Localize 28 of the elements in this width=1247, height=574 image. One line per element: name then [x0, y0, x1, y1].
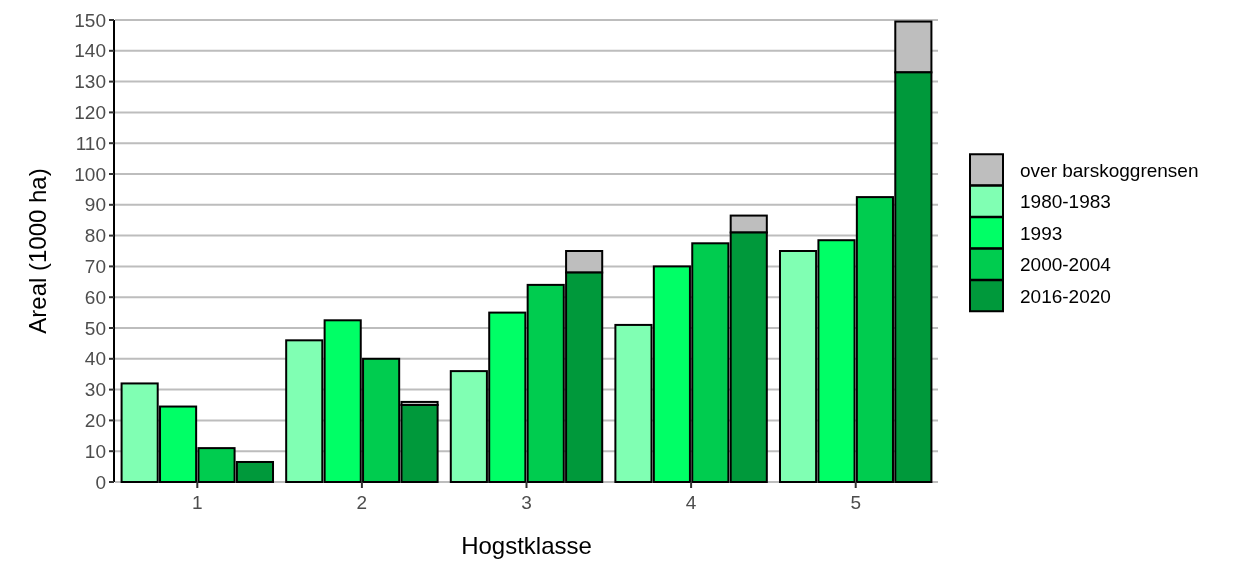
y-tick-label: 140: [74, 40, 106, 62]
y-tick-label: 150: [74, 9, 106, 31]
y-tick-label: 0: [95, 471, 106, 493]
y-axis-title: Areal (1000 ha): [24, 168, 51, 334]
y-tick-label: 40: [84, 348, 106, 370]
x-tick-label: 5: [850, 492, 861, 513]
y-tick-label: 60: [84, 286, 106, 308]
x-axis-title: Hogstklasse: [461, 532, 592, 559]
legend-label: 2016-2020: [1020, 285, 1111, 307]
legend-label: 1993: [1020, 222, 1063, 244]
y-tick-label: 80: [84, 225, 106, 247]
legend-label: 1980-1983: [1020, 191, 1111, 213]
y-tick-label: 20: [84, 410, 106, 432]
y-tick-label: 90: [84, 194, 106, 216]
y-tick-label: 70: [84, 256, 106, 278]
y-tick-label: 110: [75, 132, 106, 154]
x-tick-label: 4: [685, 492, 697, 513]
x-tick-label: 3: [521, 492, 532, 513]
y-tick-label: 100: [74, 163, 106, 185]
y-tick-label: 120: [74, 102, 106, 124]
legend-label: 2000-2004: [1020, 254, 1112, 276]
x-tick-label: 1: [192, 492, 203, 513]
y-tick-label: 30: [84, 379, 106, 401]
y-tick-label: 50: [84, 317, 106, 339]
y-tick-label: 130: [74, 71, 106, 93]
legend-label: over barskoggrensen: [1020, 159, 1199, 181]
x-tick-label: 2: [356, 492, 368, 513]
y-tick-label: 10: [84, 440, 106, 462]
